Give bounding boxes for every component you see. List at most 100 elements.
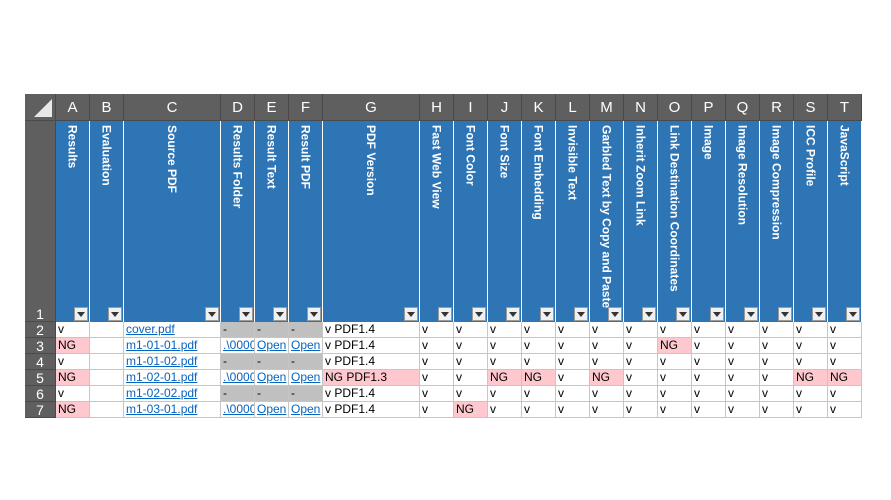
cell-q3[interactable]: v: [726, 338, 760, 354]
cell-s4[interactable]: v: [794, 354, 828, 370]
cell-f5[interactable]: Open: [289, 370, 323, 386]
column-header-p[interactable]: P: [692, 94, 726, 121]
cell-i2[interactable]: v: [454, 322, 488, 338]
cell-c2[interactable]: cover.pdf: [124, 322, 221, 338]
cell-e7[interactable]: Open: [255, 402, 289, 418]
filter-dropdown-icon[interactable]: [239, 307, 253, 321]
cell-k5[interactable]: NG: [522, 370, 556, 386]
cell-r2[interactable]: v: [760, 322, 794, 338]
header-cell-k[interactable]: Font Embedding: [522, 121, 556, 322]
column-header-r[interactable]: R: [760, 94, 794, 121]
cell-p7[interactable]: v: [692, 402, 726, 418]
cell-o3[interactable]: NG: [658, 338, 692, 354]
cell-d5[interactable]: .\0000: [221, 370, 255, 386]
filter-dropdown-icon[interactable]: [540, 307, 554, 321]
cell-k4[interactable]: v: [522, 354, 556, 370]
cell-l7[interactable]: v: [556, 402, 590, 418]
cell-l4[interactable]: v: [556, 354, 590, 370]
filter-dropdown-icon[interactable]: [506, 307, 520, 321]
cell-k2[interactable]: v: [522, 322, 556, 338]
cell-r3[interactable]: v: [760, 338, 794, 354]
filter-dropdown-icon[interactable]: [710, 307, 724, 321]
cell-j6[interactable]: v: [488, 386, 522, 402]
cell-n6[interactable]: v: [624, 386, 658, 402]
cell-g4[interactable]: v PDF1.4: [323, 354, 420, 370]
cell-m4[interactable]: v: [590, 354, 624, 370]
header-cell-b[interactable]: Evaluation: [90, 121, 124, 322]
cell-m6[interactable]: v: [590, 386, 624, 402]
row-header-7[interactable]: 7: [25, 402, 56, 418]
cell-q6[interactable]: v: [726, 386, 760, 402]
spreadsheet-grid[interactable]: A Results B Evaluation C Source PDF D Results F…: [25, 94, 863, 419]
row-header-2[interactable]: 2: [25, 322, 56, 338]
column-header-b[interactable]: B: [90, 94, 124, 121]
cell-f4[interactable]: -: [289, 354, 323, 370]
cell-m2[interactable]: v: [590, 322, 624, 338]
header-cell-a[interactable]: Results: [56, 121, 90, 322]
header-cell-s[interactable]: ICC Profile: [794, 121, 828, 322]
cell-a7[interactable]: NG: [56, 402, 90, 418]
cell-s5[interactable]: NG: [794, 370, 828, 386]
cell-c3[interactable]: m1-01-01.pdf: [124, 338, 221, 354]
column-header-e[interactable]: E: [255, 94, 289, 121]
cell-c4[interactable]: m1-01-02.pdf: [124, 354, 221, 370]
cell-s3[interactable]: v: [794, 338, 828, 354]
cell-g2[interactable]: v PDF1.4: [323, 322, 420, 338]
cell-r6[interactable]: v: [760, 386, 794, 402]
cell-i5[interactable]: v: [454, 370, 488, 386]
cell-g5[interactable]: NG PDF1.3: [323, 370, 420, 386]
header-cell-d[interactable]: Results Folder: [221, 121, 255, 322]
cell-j4[interactable]: v: [488, 354, 522, 370]
row-header-3[interactable]: 3: [25, 338, 56, 354]
cell-t5[interactable]: NG: [828, 370, 862, 386]
select-all-corner[interactable]: [25, 94, 56, 121]
row-header-1[interactable]: 1: [25, 121, 56, 322]
cell-g7[interactable]: v PDF1.4: [323, 402, 420, 418]
header-cell-n[interactable]: Inherit Zoom Link: [624, 121, 658, 322]
cell-l6[interactable]: v: [556, 386, 590, 402]
cell-f3[interactable]: Open: [289, 338, 323, 354]
cell-f7[interactable]: Open: [289, 402, 323, 418]
filter-dropdown-icon[interactable]: [273, 307, 287, 321]
cell-c7[interactable]: m1-03-01.pdf: [124, 402, 221, 418]
cell-b6[interactable]: [90, 386, 124, 402]
cell-t4[interactable]: v: [828, 354, 862, 370]
filter-dropdown-icon[interactable]: [404, 307, 418, 321]
cell-i4[interactable]: v: [454, 354, 488, 370]
cell-m5[interactable]: NG: [590, 370, 624, 386]
cell-p3[interactable]: v: [692, 338, 726, 354]
cell-e6[interactable]: -: [255, 386, 289, 402]
column-header-f[interactable]: F: [289, 94, 323, 121]
column-header-t[interactable]: T: [828, 94, 862, 121]
row-header-4[interactable]: 4: [25, 354, 56, 370]
cell-k3[interactable]: v: [522, 338, 556, 354]
column-header-h[interactable]: H: [420, 94, 454, 121]
cell-f2[interactable]: -: [289, 322, 323, 338]
filter-dropdown-icon[interactable]: [205, 307, 219, 321]
cell-j3[interactable]: v: [488, 338, 522, 354]
filter-dropdown-icon[interactable]: [744, 307, 758, 321]
cell-m3[interactable]: v: [590, 338, 624, 354]
cell-l3[interactable]: v: [556, 338, 590, 354]
cell-j5[interactable]: NG: [488, 370, 522, 386]
header-cell-r[interactable]: Image Compression: [760, 121, 794, 322]
cell-p5[interactable]: v: [692, 370, 726, 386]
header-cell-p[interactable]: Image: [692, 121, 726, 322]
cell-e4[interactable]: -: [255, 354, 289, 370]
cell-h3[interactable]: v: [420, 338, 454, 354]
column-header-s[interactable]: S: [794, 94, 828, 121]
cell-b4[interactable]: [90, 354, 124, 370]
column-header-c[interactable]: C: [124, 94, 221, 121]
cell-i6[interactable]: v: [454, 386, 488, 402]
cell-p2[interactable]: v: [692, 322, 726, 338]
cell-k7[interactable]: v: [522, 402, 556, 418]
cell-n5[interactable]: v: [624, 370, 658, 386]
cell-o5[interactable]: v: [658, 370, 692, 386]
cell-c5[interactable]: m1-02-01.pdf: [124, 370, 221, 386]
column-header-a[interactable]: A: [56, 94, 90, 121]
cell-a3[interactable]: NG: [56, 338, 90, 354]
header-cell-t[interactable]: JavaScript: [828, 121, 862, 322]
cell-q5[interactable]: v: [726, 370, 760, 386]
filter-dropdown-icon[interactable]: [108, 307, 122, 321]
cell-p6[interactable]: v: [692, 386, 726, 402]
